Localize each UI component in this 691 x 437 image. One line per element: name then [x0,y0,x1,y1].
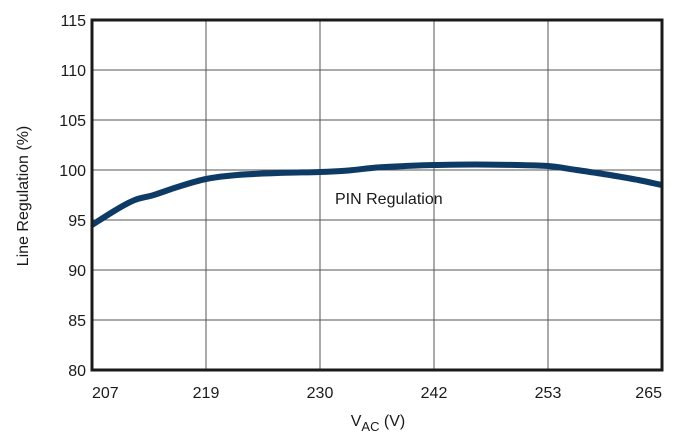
series-line-pin-regulation [90,161,663,228]
x-tick-label: 242 [421,385,448,402]
y-tick-label: 85 [68,313,86,330]
x-tick-label: 207 [92,385,119,402]
x-tick-label: 253 [535,385,562,402]
x-tick-label: 219 [193,385,220,402]
x-tick-label: 230 [307,385,334,402]
y-axis-title: Line Regulation (%) [15,126,32,267]
y-tick-labels: 80 85 90 95 100 105 110 115 [59,13,86,380]
x-axis-title-subscript: AC [361,419,379,434]
series-layer [90,161,663,228]
y-tick-label: 110 [60,63,86,80]
x-tick-label: 265 [635,385,662,402]
y-tick-label: 105 [59,113,86,130]
plot-frame [90,18,664,372]
y-tick-label: 115 [60,13,86,30]
y-tick-label: 80 [68,363,86,380]
y-tick-label: 90 [68,263,86,280]
series-annotation: PIN Regulation [335,191,443,208]
x-axis-title: VAC (V) [351,413,406,434]
x-tick-labels: 207 219 230 242 253 265 [92,385,662,402]
x-axis-title-main: V [351,413,362,430]
y-tick-label: 95 [68,213,86,230]
y-tick-label: 100 [59,163,86,180]
x-axis-title-unit: (V) [379,413,405,430]
